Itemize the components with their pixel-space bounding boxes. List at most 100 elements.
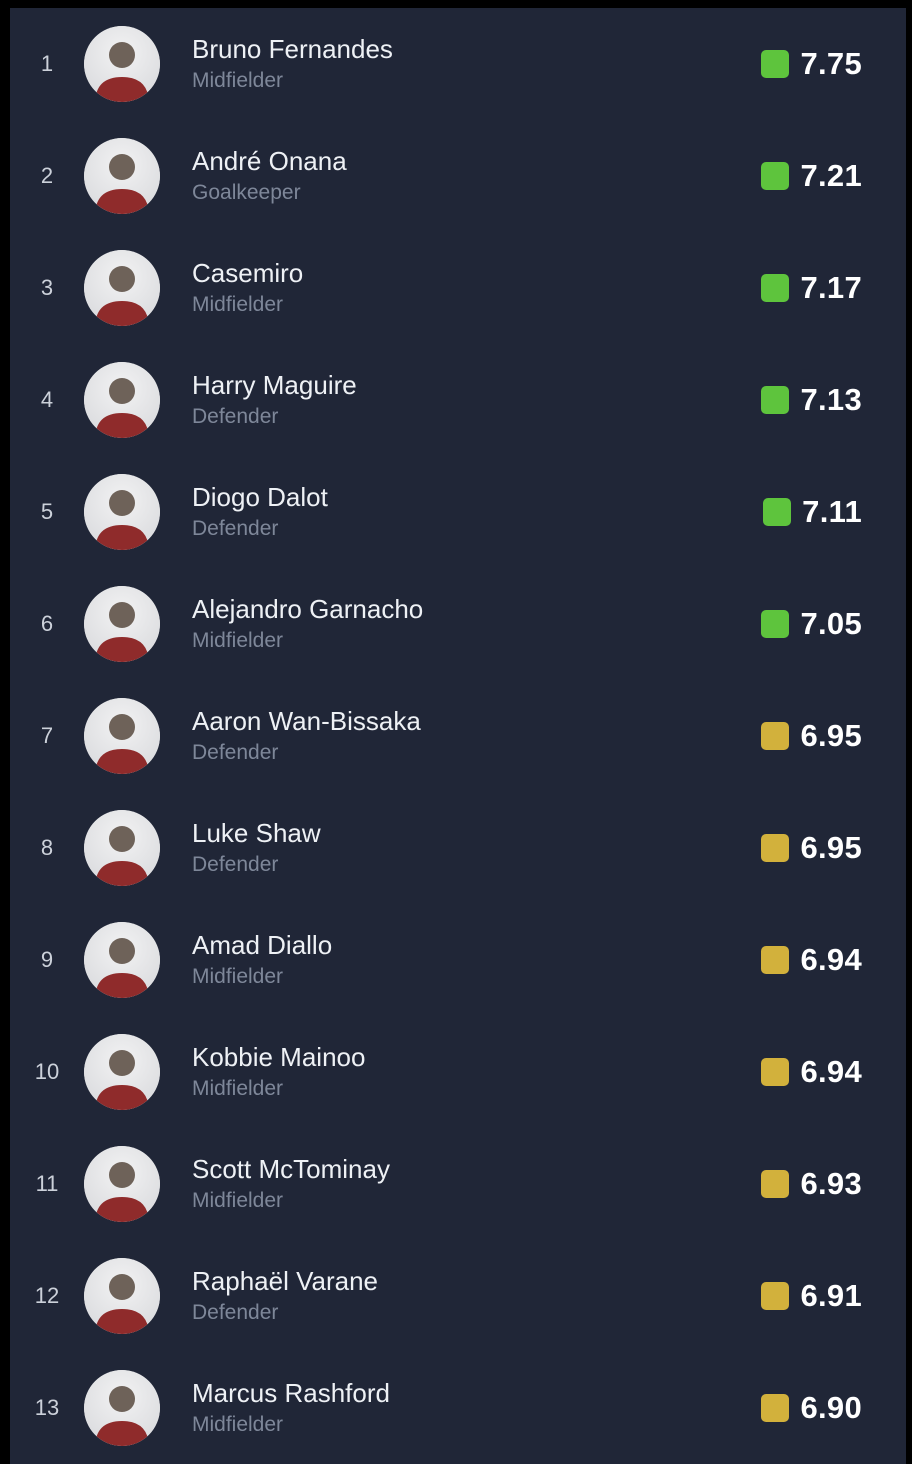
player-info: Bruno Fernandes Midfielder xyxy=(192,33,393,94)
player-position: Midfielder xyxy=(192,629,284,653)
player-info: Casemiro Midfielder xyxy=(192,257,304,318)
rating-value: 6.94 xyxy=(800,1054,862,1089)
player-avatar xyxy=(84,26,160,102)
player-name: Alejandro Garnacho xyxy=(192,593,424,624)
player-avatar xyxy=(84,1370,160,1446)
player-info: Luke Shaw Defender xyxy=(192,817,321,878)
rating-value: 7.11 xyxy=(802,494,862,529)
player-info: Alejandro Garnacho Midfielder xyxy=(192,593,424,654)
rank-number: 2 xyxy=(40,163,54,188)
player-name: Raphaël Varane xyxy=(192,1265,378,1296)
player-photo-placeholder xyxy=(84,26,160,102)
rating-group: 7.13 xyxy=(761,382,906,418)
player-avatar xyxy=(84,138,160,214)
player-avatar xyxy=(84,1034,160,1110)
player-position: Defender xyxy=(192,741,279,765)
rank-number: 3 xyxy=(40,275,54,300)
player-info: Scott McTominay Midfielder xyxy=(192,1153,390,1214)
rating-value: 6.93 xyxy=(800,1166,862,1201)
rating-badge-icon xyxy=(761,1394,790,1422)
rating-group: 6.91 xyxy=(761,1278,906,1314)
player-info: Marcus Rashford Midfielder xyxy=(192,1377,390,1438)
player-photo-placeholder xyxy=(84,138,160,214)
player-info: Kobbie Mainoo Midfielder xyxy=(192,1041,366,1102)
player-row[interactable]: 11 Scott McTominay Midfielder 6.93 xyxy=(10,1128,906,1240)
rating-badge-icon xyxy=(761,946,790,974)
player-name: Luke Shaw xyxy=(192,817,321,848)
player-row[interactable]: 6 Alejandro Garnacho Midfielder 7.05 xyxy=(10,568,906,680)
player-photo-placeholder xyxy=(84,810,160,886)
player-avatar xyxy=(84,250,160,326)
rating-badge-icon xyxy=(761,1170,790,1198)
rank-number: 6 xyxy=(40,611,54,636)
player-name: Scott McTominay xyxy=(192,1153,390,1184)
player-photo-placeholder xyxy=(84,250,160,326)
player-row[interactable]: 12 Raphaël Varane Defender 6.91 xyxy=(10,1240,906,1352)
rank-number: 1 xyxy=(40,51,54,76)
player-position: Defender xyxy=(192,405,279,429)
player-photo-placeholder xyxy=(84,1370,160,1446)
rating-value: 6.95 xyxy=(800,830,862,865)
player-info: Diogo Dalot Defender xyxy=(192,481,328,542)
rating-badge-icon xyxy=(761,274,790,302)
rating-badge-icon xyxy=(761,1058,790,1086)
player-position: Midfielder xyxy=(192,69,284,93)
rating-badge-icon xyxy=(761,722,790,750)
player-row[interactable]: 2 André Onana Goalkeeper 7.21 xyxy=(10,120,906,232)
rating-value: 7.75 xyxy=(800,46,862,81)
player-name: Bruno Fernandes xyxy=(192,33,393,64)
player-position: Midfielder xyxy=(192,1413,284,1437)
player-name: Kobbie Mainoo xyxy=(192,1041,366,1072)
player-avatar xyxy=(84,1258,160,1334)
rating-group: 6.94 xyxy=(761,1054,906,1090)
player-row[interactable]: 9 Amad Diallo Midfielder 6.94 xyxy=(10,904,906,1016)
rating-group: 6.90 xyxy=(761,1390,906,1426)
player-photo-placeholder xyxy=(84,1258,160,1334)
rating-badge-icon xyxy=(761,834,790,862)
player-name: Casemiro xyxy=(192,257,304,288)
player-row[interactable]: 8 Luke Shaw Defender 6.95 xyxy=(10,792,906,904)
player-avatar xyxy=(84,698,160,774)
player-position: Defender xyxy=(192,517,279,541)
player-photo-placeholder xyxy=(84,1034,160,1110)
rank-number: 9 xyxy=(40,947,54,972)
rating-badge-icon xyxy=(761,386,790,414)
player-position: Goalkeeper xyxy=(192,181,301,205)
player-avatar xyxy=(84,922,160,998)
player-position: Midfielder xyxy=(192,1077,284,1101)
player-row[interactable]: 4 Harry Maguire Defender 7.13 xyxy=(10,344,906,456)
rating-value: 6.91 xyxy=(800,1278,862,1313)
player-photo-placeholder xyxy=(84,922,160,998)
rating-value: 7.21 xyxy=(800,158,862,193)
rating-group: 6.93 xyxy=(761,1166,906,1202)
player-avatar xyxy=(84,474,160,550)
player-row[interactable]: 7 Aaron Wan-Bissaka Defender 6.95 xyxy=(10,680,906,792)
player-row[interactable]: 1 Bruno Fernandes Midfielder 7.75 xyxy=(10,8,906,120)
rating-group: 7.05 xyxy=(761,606,906,642)
rating-badge-icon xyxy=(761,162,790,190)
player-position: Midfielder xyxy=(192,965,284,989)
rating-group: 6.95 xyxy=(761,718,906,754)
player-photo-placeholder xyxy=(84,362,160,438)
player-photo-placeholder xyxy=(84,698,160,774)
rating-value: 7.13 xyxy=(800,382,862,417)
rating-badge-icon xyxy=(763,498,792,526)
rank-number: 12 xyxy=(34,1283,60,1308)
player-row[interactable]: 3 Casemiro Midfielder 7.17 xyxy=(10,232,906,344)
player-photo-placeholder xyxy=(84,474,160,550)
rating-value: 6.94 xyxy=(800,942,862,977)
rank-number: 8 xyxy=(40,835,54,860)
player-info: Raphaël Varane Defender xyxy=(192,1265,378,1326)
player-info: Amad Diallo Midfielder xyxy=(192,930,332,990)
player-avatar xyxy=(84,362,160,438)
player-name: Diogo Dalot xyxy=(192,481,328,512)
rating-value: 7.05 xyxy=(800,606,862,641)
player-row[interactable]: 5 Diogo Dalot Defender 7.11 xyxy=(10,456,906,568)
player-name: Marcus Rashford xyxy=(192,1377,390,1408)
player-name: André Onana xyxy=(192,145,347,176)
player-row[interactable]: 10 Kobbie Mainoo Midfielder 6.94 xyxy=(10,1016,906,1128)
player-row[interactable]: 13 Marcus Rashford Midfielder 6.90 xyxy=(10,1352,906,1464)
rank-number: 4 xyxy=(40,387,54,412)
rank-number: 13 xyxy=(34,1395,60,1420)
player-photo-placeholder xyxy=(84,1146,160,1222)
